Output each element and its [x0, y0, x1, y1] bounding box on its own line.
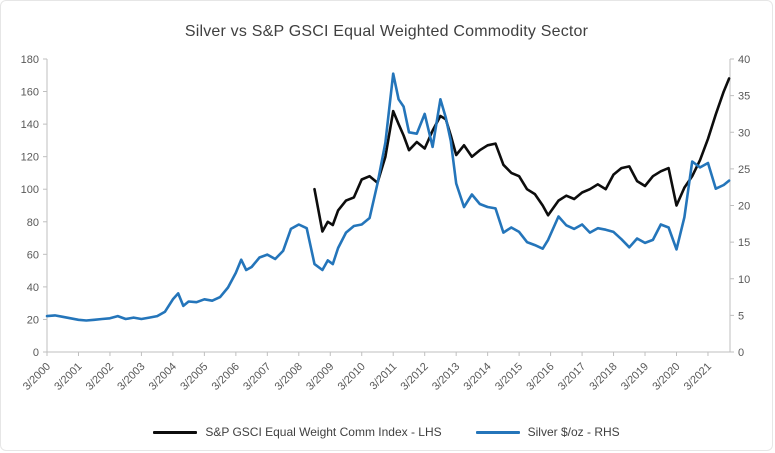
- svg-text:3/2017: 3/2017: [556, 361, 588, 393]
- svg-text:180: 180: [21, 54, 39, 66]
- svg-text:3/2020: 3/2020: [650, 361, 682, 393]
- svg-text:15: 15: [738, 237, 750, 249]
- svg-text:3/2021: 3/2021: [682, 361, 714, 393]
- svg-text:0: 0: [738, 347, 744, 359]
- svg-text:60: 60: [27, 249, 39, 261]
- legend-line-sample-rhs-icon: [475, 430, 520, 434]
- svg-text:30: 30: [738, 127, 750, 139]
- svg-text:40: 40: [27, 282, 39, 294]
- svg-text:160: 160: [21, 87, 39, 99]
- svg-text:3/2016: 3/2016: [524, 361, 556, 393]
- line-chart-plot-area: 0 20 40 60 80 100 120 140 160 180 0 5 10 15 20 25 30 35 40…: [21, 54, 751, 393]
- chart-legend: S&P GSCI Equal Weight Comm Index - LHS S…: [1, 423, 772, 450]
- svg-text:3/2013: 3/2013: [430, 361, 462, 393]
- svg-text:100: 100: [21, 184, 39, 196]
- svg-text:3/2011: 3/2011: [368, 361, 400, 393]
- svg-text:0: 0: [33, 347, 39, 359]
- svg-text:80: 80: [27, 217, 39, 229]
- svg-text:3/2009: 3/2009: [304, 361, 336, 393]
- svg-text:40: 40: [738, 54, 750, 66]
- svg-text:140: 140: [21, 119, 39, 131]
- svg-text:3/2007: 3/2007: [241, 361, 273, 393]
- svg-text:35: 35: [738, 91, 750, 103]
- svg-text:3/2002: 3/2002: [84, 361, 116, 393]
- chart-title: Silver vs S&P GSCI Equal Weighted Commod…: [184, 23, 589, 40]
- svg-text:3/2008: 3/2008: [273, 361, 305, 393]
- svg-text:3/2018: 3/2018: [587, 361, 619, 393]
- legend-item-lhs: S&P GSCI Equal Weight Comm Index - LHS: [153, 425, 442, 439]
- svg-text:5: 5: [738, 310, 744, 322]
- svg-text:3/2006: 3/2006: [210, 361, 242, 393]
- legend-label-rhs: Silver $/oz - RHS: [527, 425, 620, 439]
- svg-text:3/2000: 3/2000: [21, 361, 53, 393]
- svg-text:20: 20: [27, 314, 39, 326]
- svg-text:3/2003: 3/2003: [115, 361, 147, 393]
- svg-text:3/2019: 3/2019: [619, 361, 651, 393]
- svg-text:3/2005: 3/2005: [178, 361, 210, 393]
- legend-line-sample-lhs-icon: [153, 430, 198, 434]
- svg-text:3/2015: 3/2015: [493, 361, 525, 393]
- svg-text:3/2001: 3/2001: [52, 361, 84, 393]
- svg-text:3/2014: 3/2014: [461, 361, 493, 393]
- svg-text:3/2010: 3/2010: [336, 361, 368, 393]
- legend-item-rhs: Silver $/oz - RHS: [475, 425, 620, 439]
- svg-text:120: 120: [21, 152, 39, 164]
- svg-text:10: 10: [738, 274, 750, 286]
- svg-text:20: 20: [738, 201, 750, 213]
- svg-text:3/2012: 3/2012: [399, 361, 431, 393]
- svg-text:3/2004: 3/2004: [147, 361, 179, 393]
- legend-label-lhs: S&P GSCI Equal Weight Comm Index - LHS: [205, 425, 442, 439]
- svg-text:25: 25: [738, 164, 750, 176]
